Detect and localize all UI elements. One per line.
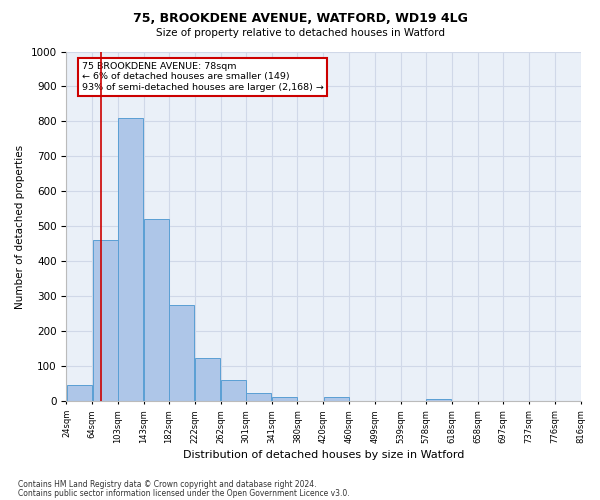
Bar <box>118 118 143 402</box>
Bar <box>144 220 169 402</box>
Text: 75 BROOKDENE AVENUE: 78sqm
← 6% of detached houses are smaller (149)
93% of semi: 75 BROOKDENE AVENUE: 78sqm ← 6% of detac… <box>82 62 324 92</box>
Bar <box>195 358 220 402</box>
Bar <box>92 240 118 402</box>
Bar <box>247 392 271 402</box>
Text: Contains HM Land Registry data © Crown copyright and database right 2024.: Contains HM Land Registry data © Crown c… <box>18 480 317 489</box>
Bar <box>323 397 349 402</box>
Text: Contains public sector information licensed under the Open Government Licence v3: Contains public sector information licen… <box>18 488 350 498</box>
Bar <box>426 398 451 402</box>
Text: Size of property relative to detached houses in Watford: Size of property relative to detached ho… <box>155 28 445 38</box>
Text: 75, BROOKDENE AVENUE, WATFORD, WD19 4LG: 75, BROOKDENE AVENUE, WATFORD, WD19 4LG <box>133 12 467 26</box>
Bar <box>67 386 92 402</box>
X-axis label: Distribution of detached houses by size in Watford: Distribution of detached houses by size … <box>183 450 464 460</box>
Bar <box>221 380 246 402</box>
Y-axis label: Number of detached properties: Number of detached properties <box>15 144 25 308</box>
Bar <box>272 397 298 402</box>
Bar <box>169 305 194 402</box>
